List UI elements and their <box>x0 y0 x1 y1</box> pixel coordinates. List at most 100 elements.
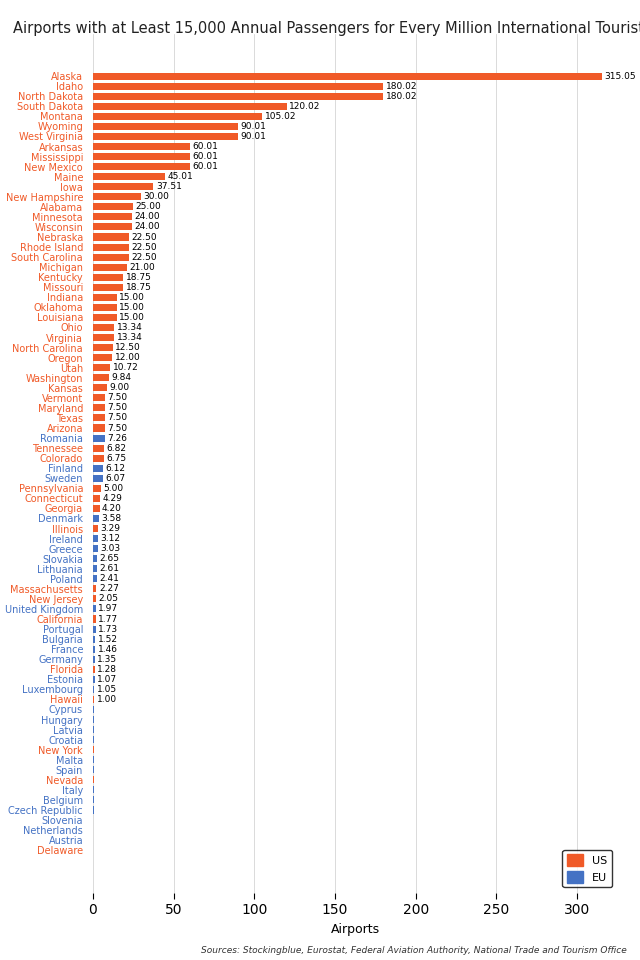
Legend: US, EU: US, EU <box>563 850 612 887</box>
Bar <box>93 374 109 381</box>
Text: 22.50: 22.50 <box>132 252 157 262</box>
Text: 25.00: 25.00 <box>136 203 161 211</box>
Bar <box>93 626 95 633</box>
Text: 45.01: 45.01 <box>168 172 194 181</box>
Bar <box>93 73 602 80</box>
Bar <box>93 364 110 372</box>
Bar <box>93 465 102 471</box>
Bar <box>93 726 94 733</box>
Text: 10.72: 10.72 <box>113 363 138 372</box>
Bar <box>93 304 117 311</box>
Bar <box>93 264 127 271</box>
Text: 105.02: 105.02 <box>265 112 296 121</box>
Text: 2.61: 2.61 <box>99 564 120 573</box>
Text: 7.50: 7.50 <box>108 394 127 402</box>
Bar <box>93 706 94 713</box>
Bar <box>93 736 94 743</box>
Text: 9.84: 9.84 <box>111 373 131 382</box>
Bar <box>93 193 141 201</box>
Text: 15.00: 15.00 <box>120 293 145 301</box>
Bar <box>93 586 97 592</box>
Text: 24.00: 24.00 <box>134 212 159 222</box>
Text: 22.50: 22.50 <box>132 232 157 242</box>
Text: 30.00: 30.00 <box>143 192 170 202</box>
Bar <box>93 646 95 653</box>
Text: 6.12: 6.12 <box>105 464 125 472</box>
Bar <box>93 555 97 563</box>
Bar <box>93 716 94 723</box>
Bar <box>93 93 383 100</box>
Text: 6.75: 6.75 <box>106 454 126 463</box>
Bar <box>93 595 96 603</box>
Bar <box>93 163 189 170</box>
Text: 90.01: 90.01 <box>241 132 266 141</box>
Bar <box>93 284 123 291</box>
Text: 1.97: 1.97 <box>99 605 118 613</box>
Bar <box>93 324 115 331</box>
Bar <box>93 545 98 552</box>
Text: 3.58: 3.58 <box>101 514 121 523</box>
Text: 4.20: 4.20 <box>102 504 122 513</box>
Text: 1.46: 1.46 <box>97 645 118 654</box>
Text: 13.34: 13.34 <box>116 323 143 332</box>
Text: 1.28: 1.28 <box>97 664 117 674</box>
Text: 1.52: 1.52 <box>98 635 118 643</box>
Text: 18.75: 18.75 <box>125 283 152 292</box>
Text: 12.00: 12.00 <box>115 353 140 362</box>
Bar <box>93 294 117 300</box>
Text: 22.50: 22.50 <box>132 243 157 252</box>
Bar <box>93 253 129 260</box>
Text: Sources: Stockingblue, Eurostat, Federal Aviation Authority, National Trade and : Sources: Stockingblue, Eurostat, Federal… <box>202 947 627 955</box>
Text: 1.07: 1.07 <box>97 675 117 684</box>
Text: 15.00: 15.00 <box>120 303 145 312</box>
Bar <box>93 334 115 341</box>
Bar <box>93 415 105 421</box>
Bar <box>93 133 238 140</box>
Bar <box>93 806 94 813</box>
Bar <box>93 696 95 703</box>
Bar <box>93 786 94 793</box>
Bar <box>93 475 102 482</box>
Text: 1.77: 1.77 <box>98 614 118 623</box>
Bar <box>93 797 94 804</box>
Bar <box>93 505 100 512</box>
Bar <box>93 756 94 763</box>
Text: 90.01: 90.01 <box>241 122 266 131</box>
Text: 1.73: 1.73 <box>98 625 118 634</box>
Text: 7.50: 7.50 <box>108 414 127 422</box>
Text: 120.02: 120.02 <box>289 102 321 110</box>
Text: 15.00: 15.00 <box>120 313 145 322</box>
Bar <box>93 404 105 412</box>
Text: 3.29: 3.29 <box>100 524 120 533</box>
Bar <box>93 314 117 321</box>
Text: 24.00: 24.00 <box>134 223 159 231</box>
Bar <box>93 444 104 451</box>
Text: 1.05: 1.05 <box>97 684 117 694</box>
Bar <box>93 153 189 160</box>
Bar <box>93 777 94 783</box>
Text: 7.26: 7.26 <box>107 434 127 443</box>
Text: 18.75: 18.75 <box>125 273 152 281</box>
Bar <box>93 525 98 532</box>
Bar <box>93 455 104 462</box>
Text: 180.02: 180.02 <box>386 92 417 101</box>
Text: 6.82: 6.82 <box>106 444 126 452</box>
Text: 37.51: 37.51 <box>156 182 182 191</box>
Bar <box>93 685 95 693</box>
Bar <box>93 344 113 351</box>
Bar <box>93 676 95 683</box>
Text: 60.01: 60.01 <box>192 152 218 161</box>
Bar <box>93 494 100 502</box>
Bar <box>93 143 189 150</box>
Bar <box>93 224 132 230</box>
Bar <box>93 354 112 361</box>
Text: 1.00: 1.00 <box>97 695 117 704</box>
Bar <box>93 244 129 251</box>
Text: 12.50: 12.50 <box>115 343 141 352</box>
Bar <box>93 103 287 109</box>
Bar <box>93 424 105 432</box>
Bar <box>93 636 95 642</box>
Bar <box>93 565 97 572</box>
Bar <box>93 746 94 754</box>
Bar <box>93 384 108 392</box>
